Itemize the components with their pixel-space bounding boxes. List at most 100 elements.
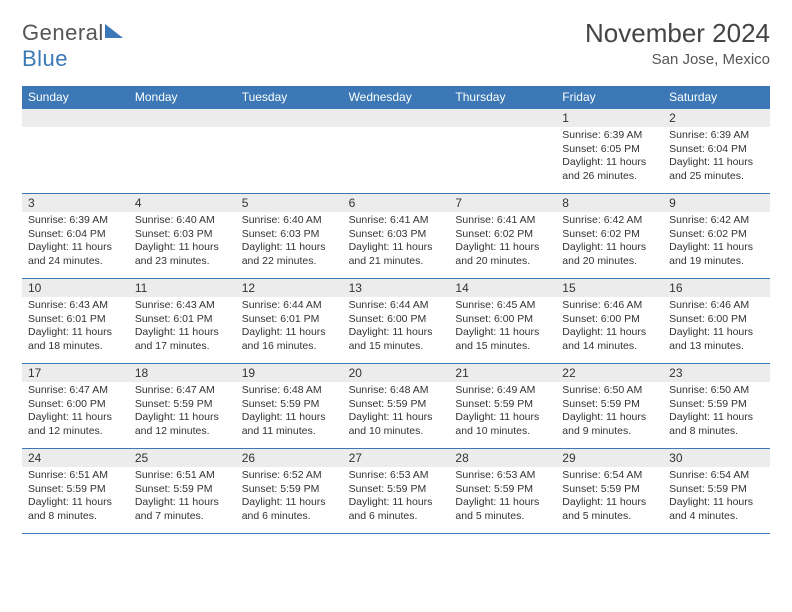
sunrise-text: Sunrise: 6:54 AM (562, 469, 657, 483)
daylight-text: Daylight: 11 hours (242, 241, 337, 255)
daylight-text: and 13 minutes. (669, 340, 764, 354)
day-number (129, 109, 236, 127)
day-details: Sunrise: 6:39 AMSunset: 6:04 PMDaylight:… (22, 212, 129, 273)
daylight-text: Daylight: 11 hours (455, 326, 550, 340)
day-details: Sunrise: 6:43 AMSunset: 6:01 PMDaylight:… (22, 297, 129, 358)
calendar-day: 11Sunrise: 6:43 AMSunset: 6:01 PMDayligh… (129, 279, 236, 363)
daylight-text: Daylight: 11 hours (669, 156, 764, 170)
sunset-text: Sunset: 5:59 PM (135, 483, 230, 497)
day-details: Sunrise: 6:53 AMSunset: 5:59 PMDaylight:… (449, 467, 556, 528)
daylight-text: and 23 minutes. (135, 255, 230, 269)
sunrise-text: Sunrise: 6:47 AM (28, 384, 123, 398)
day-details: Sunrise: 6:50 AMSunset: 5:59 PMDaylight:… (556, 382, 663, 443)
daylight-text: and 22 minutes. (242, 255, 337, 269)
calendar-day: 8Sunrise: 6:42 AMSunset: 6:02 PMDaylight… (556, 194, 663, 278)
sunrise-text: Sunrise: 6:44 AM (349, 299, 444, 313)
daylight-text: Daylight: 11 hours (669, 241, 764, 255)
day-details: Sunrise: 6:51 AMSunset: 5:59 PMDaylight:… (129, 467, 236, 528)
day-details: Sunrise: 6:42 AMSunset: 6:02 PMDaylight:… (663, 212, 770, 273)
day-number (236, 109, 343, 127)
day-number: 8 (556, 194, 663, 212)
sunset-text: Sunset: 5:59 PM (135, 398, 230, 412)
day-number: 15 (556, 279, 663, 297)
calendar-day: 20 Sunrise: 6:48 AMSunset: 5:59 PMDayligh… (343, 364, 450, 448)
sunset-text: Sunset: 6:02 PM (455, 228, 550, 242)
day-number: 17 (22, 364, 129, 382)
day-number: 25 (129, 449, 236, 467)
sunset-text: Sunset: 6:03 PM (349, 228, 444, 242)
sunset-text: Sunset: 6:04 PM (28, 228, 123, 242)
sunrise-text: Sunrise: 6:39 AM (562, 129, 657, 143)
daylight-text: and 15 minutes. (455, 340, 550, 354)
sunset-text: Sunset: 5:59 PM (562, 398, 657, 412)
daylight-text: and 20 minutes. (455, 255, 550, 269)
calendar-day: 16Sunrise: 6:46 AMSunset: 6:00 PMDayligh… (663, 279, 770, 363)
sunset-text: Sunset: 5:59 PM (349, 398, 444, 412)
sunrise-text: Sunrise: 6:43 AM (135, 299, 230, 313)
sunset-text: Sunset: 6:00 PM (455, 313, 550, 327)
sunrise-text: Sunrise: 6:44 AM (242, 299, 337, 313)
daylight-text: Daylight: 11 hours (562, 156, 657, 170)
sunset-text: Sunset: 6:00 PM (28, 398, 123, 412)
day-number: 11 (129, 279, 236, 297)
daylight-text: Daylight: 11 hours (562, 496, 657, 510)
sunrise-text: Sunrise: 6:47 AM (135, 384, 230, 398)
daylight-text: Daylight: 11 hours (28, 241, 123, 255)
calendar-day (449, 109, 556, 193)
day-details: Sunrise: 6:51 AMSunset: 5:59 PMDaylight:… (22, 467, 129, 528)
daylight-text: Daylight: 11 hours (455, 241, 550, 255)
daylight-text: Daylight: 11 hours (135, 496, 230, 510)
daylight-text: and 17 minutes. (135, 340, 230, 354)
sunrise-text: Sunrise: 6:46 AM (562, 299, 657, 313)
day-details: Sunrise: 6:41 AMSunset: 6:02 PMDaylight:… (449, 212, 556, 273)
sunset-text: Sunset: 5:59 PM (242, 398, 337, 412)
daylight-text: and 16 minutes. (242, 340, 337, 354)
calendar-day: 23Sunrise: 6:50 AMSunset: 5:59 PMDayligh… (663, 364, 770, 448)
daylight-text: Daylight: 11 hours (349, 411, 444, 425)
sunset-text: Sunset: 5:59 PM (28, 483, 123, 497)
day-number: 1 (556, 109, 663, 127)
calendar-day: 7Sunrise: 6:41 AMSunset: 6:02 PMDaylight… (449, 194, 556, 278)
sail-icon (105, 24, 123, 38)
dow-friday: Friday (556, 86, 663, 108)
day-number: 6 (343, 194, 450, 212)
daylight-text: and 11 minutes. (242, 425, 337, 439)
day-details: Sunrise: 6:48 AMSunset: 5:59 PMDaylight:… (236, 382, 343, 443)
day-number (343, 109, 450, 127)
dow-saturday: Saturday (663, 86, 770, 108)
logo-word2: Blue (22, 46, 68, 71)
sunset-text: Sunset: 6:05 PM (562, 143, 657, 157)
daylight-text: and 9 minutes. (562, 425, 657, 439)
day-number: 9 (663, 194, 770, 212)
daylight-text: and 26 minutes. (562, 170, 657, 184)
daylight-text: Daylight: 11 hours (455, 496, 550, 510)
day-number: 14 (449, 279, 556, 297)
day-number: 20 (343, 364, 450, 382)
day-details: Sunrise: 6:39 AMSunset: 6:05 PMDaylight:… (556, 127, 663, 188)
sunrise-text: Sunrise: 6:48 AM (349, 384, 444, 398)
day-details: Sunrise: 6:49 AMSunset: 5:59 PMDaylight:… (449, 382, 556, 443)
calendar-day: 19Sunrise: 6:48 AMSunset: 5:59 PMDayligh… (236, 364, 343, 448)
daylight-text: Daylight: 11 hours (28, 496, 123, 510)
sunrise-text: Sunrise: 6:45 AM (455, 299, 550, 313)
sunrise-text: Sunrise: 6:53 AM (349, 469, 444, 483)
daylight-text: Daylight: 11 hours (562, 326, 657, 340)
day-number: 10 (22, 279, 129, 297)
calendar-day: 10Sunrise: 6:43 AMSunset: 6:01 PMDayligh… (22, 279, 129, 363)
daylight-text: Daylight: 11 hours (135, 411, 230, 425)
dow-sunday: Sunday (22, 86, 129, 108)
day-number: 16 (663, 279, 770, 297)
day-number: 24 (22, 449, 129, 467)
sunrise-text: Sunrise: 6:41 AM (349, 214, 444, 228)
calendar-day: 1Sunrise: 6:39 AMSunset: 6:05 PMDaylight… (556, 109, 663, 193)
day-details: Sunrise: 6:47 AMSunset: 5:59 PMDaylight:… (129, 382, 236, 443)
calendar-page: General Blue November 2024 San Jose, Mex… (0, 0, 792, 534)
daylight-text: and 8 minutes. (669, 425, 764, 439)
calendar-week: 17Sunrise: 6:47 AMSunset: 6:00 PMDayligh… (22, 363, 770, 448)
dow-thursday: Thursday (449, 86, 556, 108)
daylight-text: Daylight: 11 hours (349, 241, 444, 255)
sunset-text: Sunset: 6:03 PM (242, 228, 337, 242)
daylight-text: Daylight: 11 hours (349, 326, 444, 340)
day-details: Sunrise: 6:44 AMSunset: 6:00 PMDaylight:… (343, 297, 450, 358)
sunrise-text: Sunrise: 6:53 AM (455, 469, 550, 483)
